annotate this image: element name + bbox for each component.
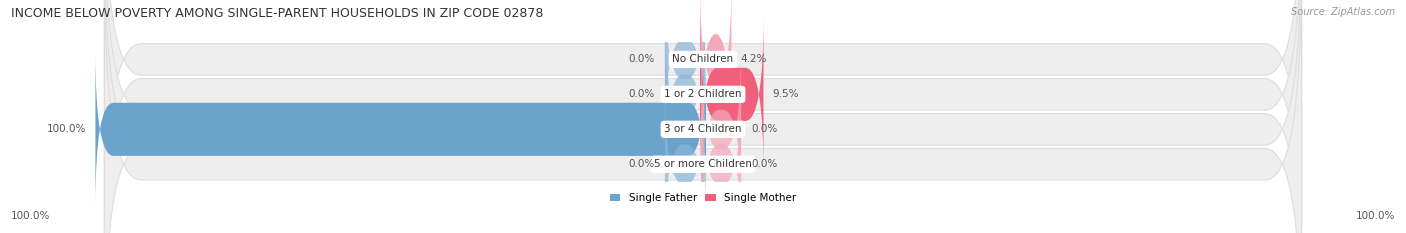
Text: 100.0%: 100.0%: [46, 124, 86, 134]
FancyBboxPatch shape: [665, 0, 704, 145]
Text: 100.0%: 100.0%: [1355, 211, 1395, 221]
FancyBboxPatch shape: [665, 9, 704, 180]
Text: 1 or 2 Children: 1 or 2 Children: [664, 89, 742, 99]
Text: 9.5%: 9.5%: [772, 89, 799, 99]
FancyBboxPatch shape: [665, 79, 704, 233]
FancyBboxPatch shape: [104, 0, 1302, 233]
Text: 3 or 4 Children: 3 or 4 Children: [664, 124, 742, 134]
Text: 0.0%: 0.0%: [751, 124, 778, 134]
Text: 0.0%: 0.0%: [751, 159, 778, 169]
FancyBboxPatch shape: [702, 44, 741, 215]
FancyBboxPatch shape: [700, 0, 731, 138]
FancyBboxPatch shape: [104, 0, 1302, 233]
Text: 0.0%: 0.0%: [628, 159, 655, 169]
Legend: Single Father, Single Mother: Single Father, Single Mother: [606, 189, 800, 207]
Text: 0.0%: 0.0%: [628, 89, 655, 99]
FancyBboxPatch shape: [702, 79, 741, 233]
Text: 100.0%: 100.0%: [11, 211, 51, 221]
Text: INCOME BELOW POVERTY AMONG SINGLE-PARENT HOUSEHOLDS IN ZIP CODE 02878: INCOME BELOW POVERTY AMONG SINGLE-PARENT…: [11, 7, 544, 20]
Text: 4.2%: 4.2%: [741, 55, 768, 64]
FancyBboxPatch shape: [96, 51, 706, 208]
FancyBboxPatch shape: [104, 0, 1302, 233]
Text: 5 or more Children: 5 or more Children: [654, 159, 752, 169]
FancyBboxPatch shape: [104, 0, 1302, 233]
Text: No Children: No Children: [672, 55, 734, 64]
Text: Source: ZipAtlas.com: Source: ZipAtlas.com: [1291, 7, 1395, 17]
FancyBboxPatch shape: [700, 16, 763, 173]
Text: 0.0%: 0.0%: [628, 55, 655, 64]
